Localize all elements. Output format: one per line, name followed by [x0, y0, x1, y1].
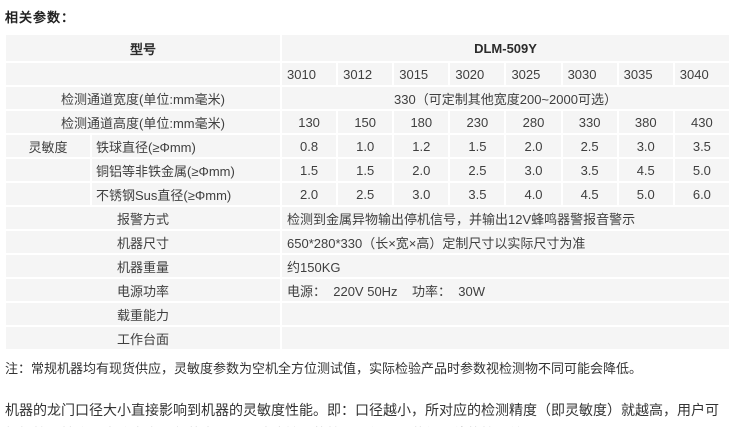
model-number-cell: 3030 — [562, 63, 617, 85]
sensitivity-stainless-cell: 4.0 — [506, 183, 561, 205]
channel-width-label-cell: 检测通道宽度(单位:mm毫米) — [6, 87, 281, 109]
sensitivity-stainless-label-cell: 不锈钢Sus直径(≥Φmm) — [92, 183, 281, 205]
sensitivity-nonferrous-label-cell: 铜铝等非铁金属(≥Φmm) — [92, 159, 281, 181]
sensitivity-iron-label-cell: 铁球直径(≥Φmm) — [92, 135, 281, 157]
channel-height-cell: 280 — [506, 111, 561, 133]
row-load: 载重能力 — [6, 303, 729, 325]
sensitivity-nonferrous-cell: 2.5 — [450, 159, 505, 181]
channel-height-cell: 130 — [282, 111, 337, 133]
row-model-numbers: 3010 3012 3015 3020 3025 3030 3035 3040 — [6, 63, 729, 85]
footer-paragraph: 机器的龙门口径大小直接影响到机器的灵敏度性能。即：口径越小，所对应的检测精度（即… — [5, 402, 719, 427]
sensitivity-nonferrous-cell: 3.0 — [506, 159, 561, 181]
weight-value-cell: 约150KG — [282, 255, 729, 277]
sensitivity-stainless-cell: 5.0 — [618, 183, 673, 205]
sensitivity-stainless-cell: 4.5 — [562, 183, 617, 205]
specs-table: 型号 DLM-509Y 3010 3012 3015 3020 3025 303… — [4, 33, 731, 351]
row-weight: 机器重量 约150KG — [6, 255, 729, 277]
row-sensitivity-stainless: 不锈钢Sus直径(≥Φmm) 2.0 2.5 3.0 3.5 4.0 4.5 5… — [6, 183, 729, 205]
sensitivity-stainless-cell: 2.0 — [282, 183, 337, 205]
load-label-cell: 载重能力 — [6, 303, 281, 325]
model-number-cell: 3010 — [282, 63, 337, 85]
sensitivity-iron-cell: 3.5 — [674, 135, 729, 157]
sensitivity-nonferrous-cell: 5.0 — [674, 159, 729, 181]
sensitivity-stainless-cell: 3.0 — [394, 183, 449, 205]
sensitivity-nonferrous-cell: 2.0 — [394, 159, 449, 181]
row-channel-height: 检测通道高度(单位:mm毫米) 130 150 180 230 280 330 … — [6, 111, 729, 133]
empty-cell — [6, 63, 281, 85]
channel-height-cell: 380 — [618, 111, 673, 133]
row-alarm: 报警方式 检测到金属异物输出停机信号，并输出12V蜂鸣器警报音警示 — [6, 207, 729, 229]
channel-height-cell: 230 — [450, 111, 505, 133]
section-title: 相关参数： — [5, 10, 76, 25]
load-value-cell — [282, 303, 729, 325]
sensitivity-iron-cell: 1.0 — [338, 135, 393, 157]
row-sensitivity-nonferrous: 铜铝等非铁金属(≥Φmm) 1.5 1.5 2.0 2.5 3.0 3.5 4.… — [6, 159, 729, 181]
row-worktop: 工作台面 — [6, 327, 729, 349]
model-number-cell: 3020 — [450, 63, 505, 85]
empty-cell — [6, 159, 90, 181]
model-label-cell: 型号 — [6, 35, 281, 61]
note-text: 注：常规机器均有现货供应，灵敏度参数为空机全方位测试值，实际检验产品时参数视检测… — [5, 361, 643, 376]
channel-width-value-cell: 330（可定制其他宽度200~2000可选） — [282, 87, 729, 109]
dimensions-value-cell: 650*280*330（长×宽×高）定制尺寸以实际尺寸为准 — [282, 231, 729, 253]
model-number-cell: 3040 — [674, 63, 729, 85]
sensitivity-stainless-cell: 2.5 — [338, 183, 393, 205]
dimensions-label-cell: 机器尺寸 — [6, 231, 281, 253]
weight-label-cell: 机器重量 — [6, 255, 281, 277]
sensitivity-iron-cell: 1.2 — [394, 135, 449, 157]
sensitivity-nonferrous-cell: 1.5 — [338, 159, 393, 181]
row-power: 电源功率 电源： 220V 50Hz 功率： 30W — [6, 279, 729, 301]
row-model: 型号 DLM-509Y — [6, 35, 729, 61]
channel-height-cell: 330 — [562, 111, 617, 133]
channel-height-cell: 150 — [338, 111, 393, 133]
channel-height-cell: 180 — [394, 111, 449, 133]
model-value-cell: DLM-509Y — [282, 35, 729, 61]
sensitivity-iron-cell: 1.5 — [450, 135, 505, 157]
model-number-cell: 3015 — [394, 63, 449, 85]
empty-cell — [6, 183, 90, 205]
sensitivity-nonferrous-cell: 3.5 — [562, 159, 617, 181]
row-sensitivity-iron: 灵敏度 铁球直径(≥Φmm) 0.8 1.0 1.2 1.5 2.0 2.5 3… — [6, 135, 729, 157]
model-number-cell: 3025 — [506, 63, 561, 85]
sensitivity-iron-cell: 2.0 — [506, 135, 561, 157]
sensitivity-nonferrous-cell: 1.5 — [282, 159, 337, 181]
worktop-label-cell: 工作台面 — [6, 327, 281, 349]
sensitivity-nonferrous-cell: 4.5 — [618, 159, 673, 181]
alarm-value-cell: 检测到金属异物输出停机信号，并输出12V蜂鸣器警报音警示 — [282, 207, 729, 229]
sensitivity-group-label-cell: 灵敏度 — [6, 135, 90, 157]
sensitivity-iron-cell: 3.0 — [618, 135, 673, 157]
sensitivity-stainless-cell: 3.5 — [450, 183, 505, 205]
alarm-label-cell: 报警方式 — [6, 207, 281, 229]
sensitivity-stainless-cell: 6.0 — [674, 183, 729, 205]
worktop-value-cell — [282, 327, 729, 349]
power-label-cell: 电源功率 — [6, 279, 281, 301]
sensitivity-iron-cell: 0.8 — [282, 135, 337, 157]
row-channel-width: 检测通道宽度(单位:mm毫米) 330（可定制其他宽度200~2000可选） — [6, 87, 729, 109]
channel-height-label-cell: 检测通道高度(单位:mm毫米) — [6, 111, 281, 133]
channel-height-cell: 430 — [674, 111, 729, 133]
power-value-cell: 电源： 220V 50Hz 功率： 30W — [282, 279, 729, 301]
model-number-cell: 3012 — [338, 63, 393, 85]
sensitivity-iron-cell: 2.5 — [562, 135, 617, 157]
row-dimensions: 机器尺寸 650*280*330（长×宽×高）定制尺寸以实际尺寸为准 — [6, 231, 729, 253]
model-number-cell: 3035 — [618, 63, 673, 85]
